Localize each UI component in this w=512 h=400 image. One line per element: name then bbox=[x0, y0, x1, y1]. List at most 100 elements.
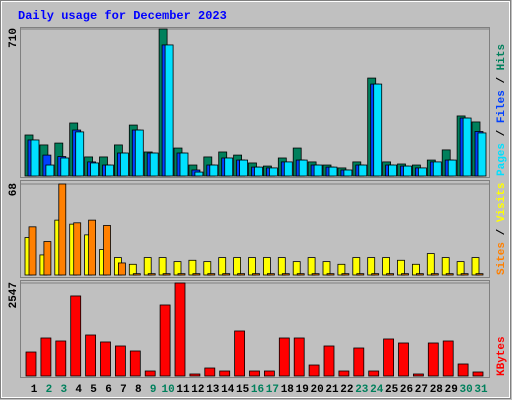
bar bbox=[173, 261, 182, 276]
bar bbox=[73, 222, 82, 276]
bar bbox=[338, 370, 350, 377]
bar bbox=[120, 152, 129, 177]
bar bbox=[457, 363, 469, 377]
bar bbox=[30, 139, 40, 177]
bar bbox=[88, 219, 96, 276]
bar bbox=[308, 364, 320, 377]
bar bbox=[266, 273, 275, 276]
x-tick-label: 15 bbox=[236, 384, 250, 396]
legend-separator: / bbox=[496, 70, 508, 90]
bar bbox=[194, 171, 204, 177]
x-tick-label: 22 bbox=[340, 384, 353, 396]
bar bbox=[40, 337, 52, 377]
x-tick-label: 28 bbox=[430, 384, 444, 396]
bar bbox=[239, 159, 249, 177]
bar bbox=[222, 273, 231, 276]
bar bbox=[388, 164, 398, 177]
legend-entry: Visits bbox=[496, 183, 508, 223]
bar bbox=[162, 273, 171, 276]
x-tick-label: 9 bbox=[150, 384, 157, 396]
bar bbox=[143, 257, 152, 276]
legend: Sites / Visits bbox=[496, 183, 508, 275]
bar bbox=[129, 350, 141, 377]
x-tick-label: 1 bbox=[31, 384, 38, 396]
x-tick-label: 8 bbox=[135, 384, 142, 396]
bar bbox=[326, 273, 335, 276]
bar bbox=[75, 131, 85, 177]
bar bbox=[417, 167, 427, 177]
x-tick-label: 7 bbox=[120, 384, 127, 396]
bar bbox=[203, 261, 212, 276]
x-tick-label: 18 bbox=[281, 384, 295, 396]
x-tick-label: 29 bbox=[445, 384, 458, 396]
bar bbox=[189, 373, 201, 377]
bar bbox=[313, 164, 323, 177]
legend-separator: / bbox=[496, 222, 508, 242]
x-tick-label: 5 bbox=[90, 384, 97, 396]
plot-frame bbox=[20, 27, 490, 178]
bar bbox=[248, 257, 256, 276]
bar bbox=[234, 330, 246, 377]
bar bbox=[192, 273, 201, 276]
bar bbox=[218, 257, 227, 276]
bar bbox=[204, 367, 216, 377]
x-tick-label: 16 bbox=[251, 384, 264, 396]
bar bbox=[262, 257, 271, 276]
bar bbox=[341, 273, 350, 276]
bar bbox=[147, 273, 156, 276]
bar bbox=[293, 337, 305, 377]
bar bbox=[441, 257, 450, 276]
bar bbox=[430, 273, 439, 276]
bar bbox=[60, 157, 70, 177]
x-tick-label: 24 bbox=[370, 384, 384, 396]
bar bbox=[224, 157, 234, 177]
bar bbox=[343, 169, 353, 177]
bar bbox=[445, 273, 454, 276]
bar bbox=[311, 273, 320, 276]
bar bbox=[373, 83, 383, 177]
bar bbox=[307, 257, 316, 276]
bar bbox=[411, 263, 420, 276]
bar bbox=[70, 295, 82, 377]
bar bbox=[58, 183, 67, 276]
bar bbox=[188, 259, 197, 276]
bar bbox=[447, 159, 457, 177]
bar bbox=[367, 257, 376, 276]
bar bbox=[353, 347, 365, 377]
bar bbox=[268, 167, 278, 177]
x-tick-label: 14 bbox=[221, 384, 235, 396]
bar bbox=[352, 257, 361, 276]
bar bbox=[292, 261, 301, 276]
bar bbox=[158, 257, 167, 276]
bar bbox=[207, 273, 216, 276]
x-tick-label: 19 bbox=[296, 384, 309, 396]
bar bbox=[432, 161, 442, 177]
bar bbox=[263, 370, 275, 377]
x-tick-label: 4 bbox=[75, 384, 82, 396]
bar bbox=[456, 261, 465, 276]
bar bbox=[254, 166, 263, 177]
bar bbox=[134, 129, 144, 177]
x-tick-label: 20 bbox=[310, 384, 323, 396]
bar bbox=[233, 257, 242, 276]
x-tick-label: 17 bbox=[266, 384, 279, 396]
bar bbox=[177, 273, 186, 276]
bar bbox=[249, 370, 260, 377]
bar bbox=[237, 273, 246, 276]
bar bbox=[283, 161, 293, 177]
bar bbox=[281, 273, 290, 276]
bar bbox=[277, 257, 286, 276]
bar bbox=[382, 257, 391, 276]
bar bbox=[179, 152, 189, 177]
legend-entry: KBytes bbox=[496, 336, 508, 376]
bar bbox=[105, 164, 114, 177]
bar bbox=[368, 370, 380, 377]
bar bbox=[322, 261, 331, 276]
bar bbox=[328, 166, 338, 177]
legend: Pages / Files / Hits bbox=[496, 44, 508, 176]
legend: KBytes bbox=[496, 336, 508, 376]
bar bbox=[412, 373, 424, 377]
legend-entry: Sites bbox=[496, 242, 508, 275]
bar bbox=[278, 337, 290, 377]
bar bbox=[100, 341, 111, 377]
